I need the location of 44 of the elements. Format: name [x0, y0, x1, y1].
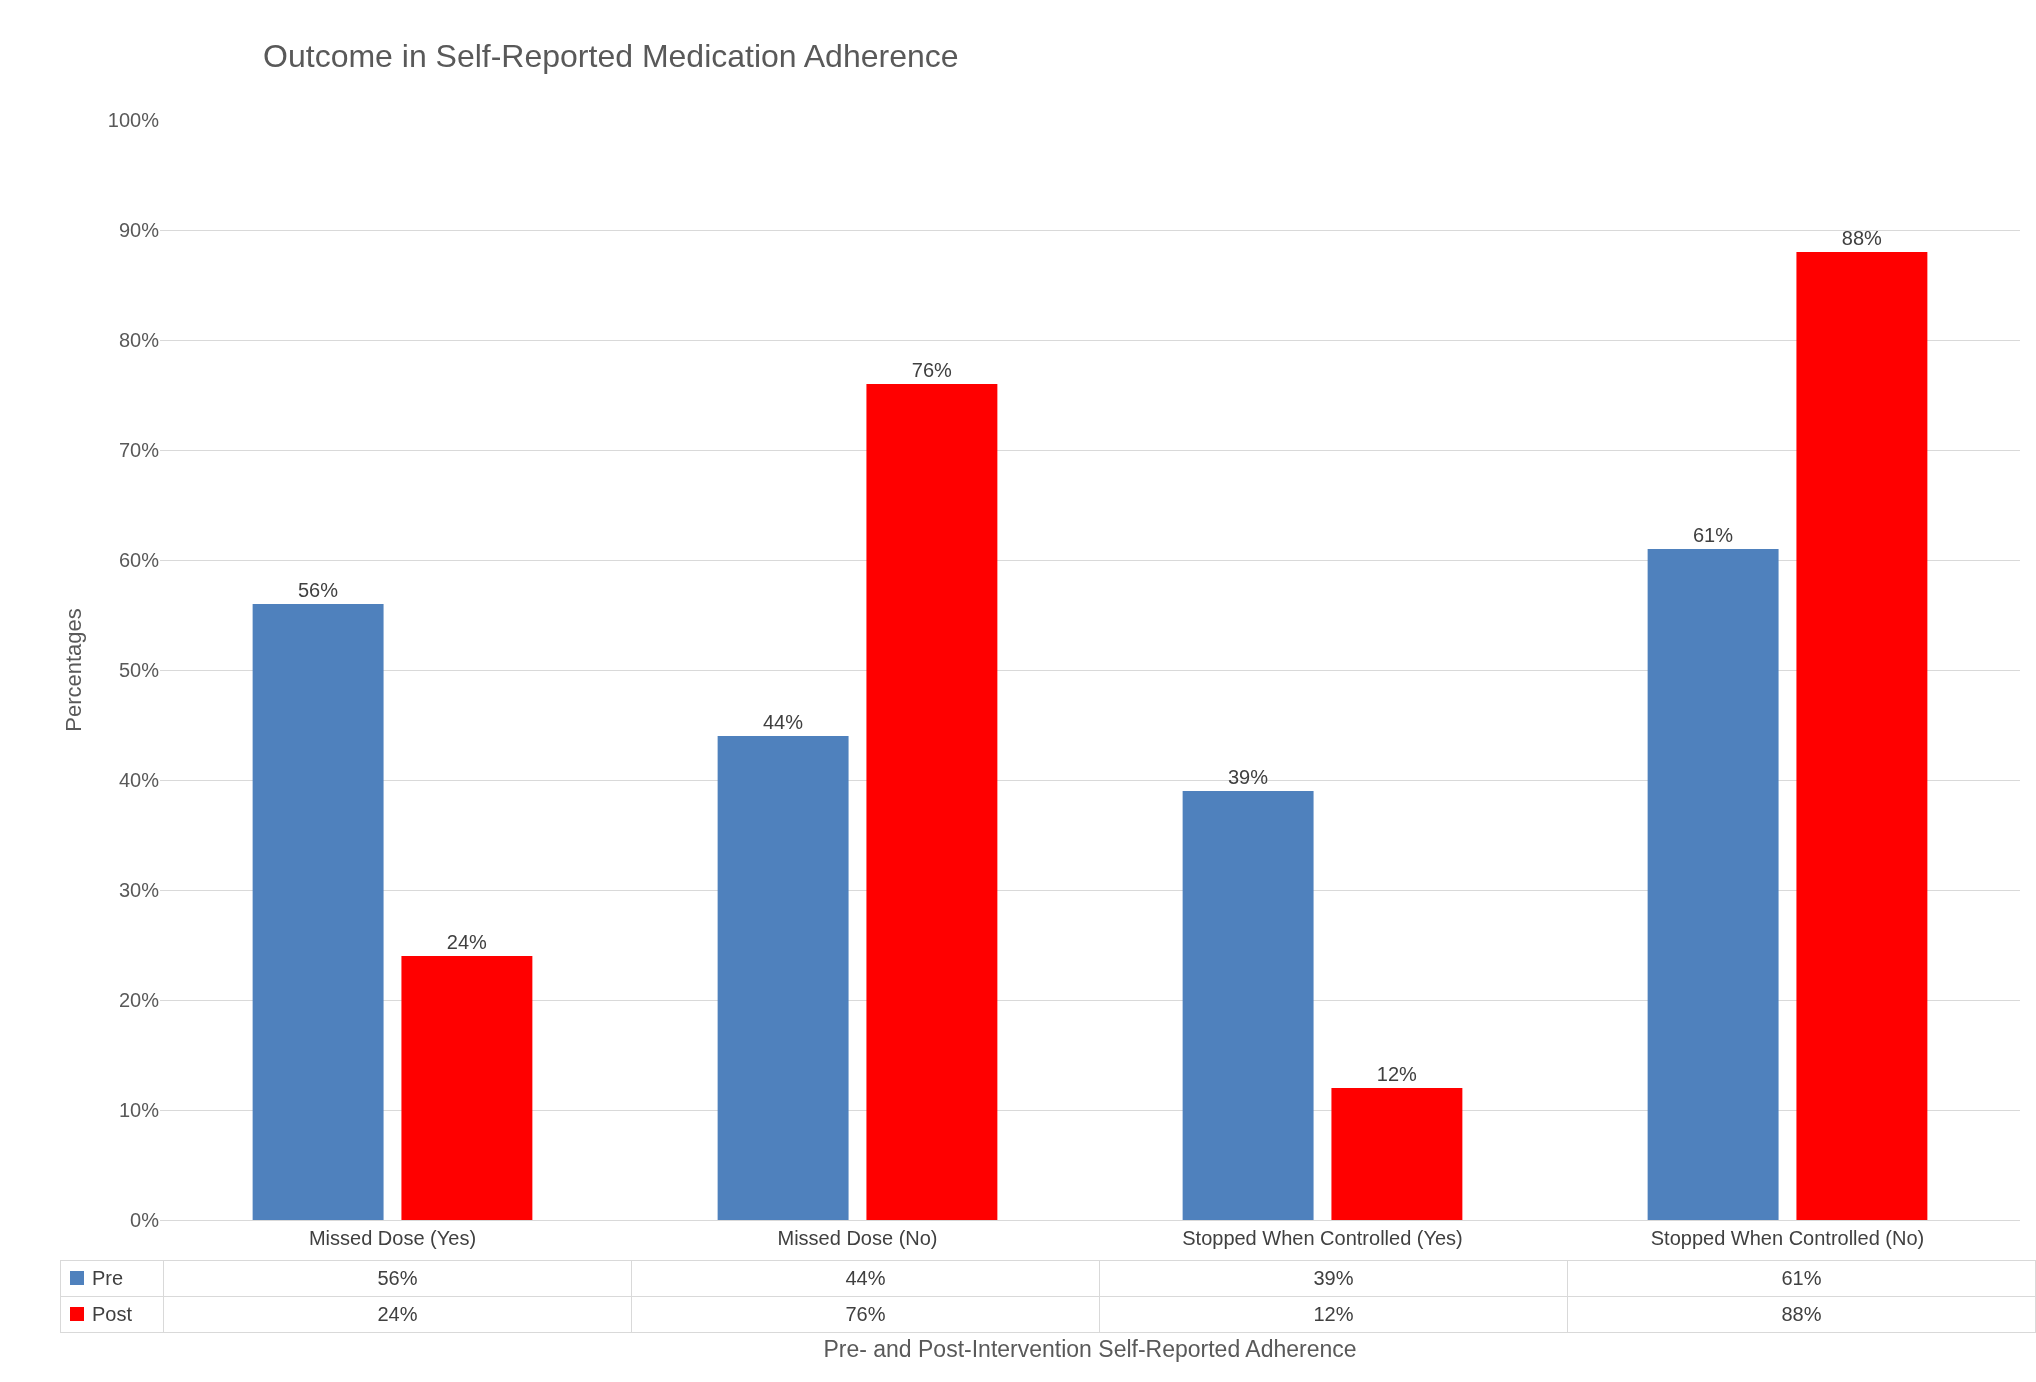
- y-tick-label: 90%: [118, 219, 160, 241]
- y-tick-label: 10%: [118, 1099, 160, 1121]
- bar: [1182, 791, 1314, 1220]
- y-tick-label: 70%: [118, 439, 160, 461]
- x-tick-label: Missed Dose (No): [777, 1227, 938, 1249]
- y-tick-label: 60%: [118, 549, 160, 571]
- data-label: 88%: [1567, 1296, 2036, 1333]
- text: 88%: [1841, 227, 1882, 249]
- y-tick-label: 30%: [118, 879, 160, 901]
- x-axis-title: Pre- and Post-Intervention Self-Reported Adherence: [822, 1336, 1358, 1363]
- data-label: 44%: [631, 1260, 1100, 1297]
- x-tick-label: Stopped When Controlled (Yes): [1182, 1227, 1463, 1249]
- y-tick-label: 20%: [118, 989, 160, 1011]
- text: 76%: [911, 359, 952, 381]
- bar: [717, 736, 849, 1220]
- data-label: 76%: [631, 1296, 1100, 1333]
- legend-label: Pre: [92, 1267, 124, 1289]
- text: 44%: [762, 711, 804, 733]
- y-tick-label: 0%: [130, 1209, 160, 1231]
- bar: [866, 384, 998, 1220]
- y-tick-label: 80%: [118, 329, 160, 351]
- y-axis-title: Percentages: [60, 608, 86, 732]
- y-tick-label: 100%: [107, 109, 160, 131]
- y-tick-label: 40%: [118, 769, 160, 791]
- bar: [1647, 549, 1779, 1220]
- text: 56%: [297, 579, 339, 601]
- bar: [1331, 1088, 1463, 1220]
- x-tick-label: Stopped When Controlled (No): [1650, 1227, 1925, 1249]
- data-label: 56%: [163, 1260, 632, 1297]
- x-tick-label: Missed Dose (Yes): [308, 1227, 477, 1249]
- data-label: 39%: [1099, 1260, 1568, 1297]
- bar: [1796, 252, 1928, 1220]
- data-label: 61%: [1567, 1260, 2036, 1297]
- text: 12%: [1376, 1063, 1417, 1085]
- text: 39%: [1227, 766, 1269, 788]
- legend-label: Post: [92, 1303, 133, 1325]
- data-label: 24%: [163, 1296, 632, 1333]
- bar: [252, 604, 384, 1220]
- text: 24%: [446, 931, 487, 953]
- chart-title: Outcome in Self-Reported Medication Adherence: [263, 37, 959, 74]
- data-label: 12%: [1099, 1296, 1568, 1333]
- y-tick-label: 50%: [118, 659, 160, 681]
- text: 61%: [1692, 524, 1734, 546]
- bar: [401, 956, 533, 1220]
